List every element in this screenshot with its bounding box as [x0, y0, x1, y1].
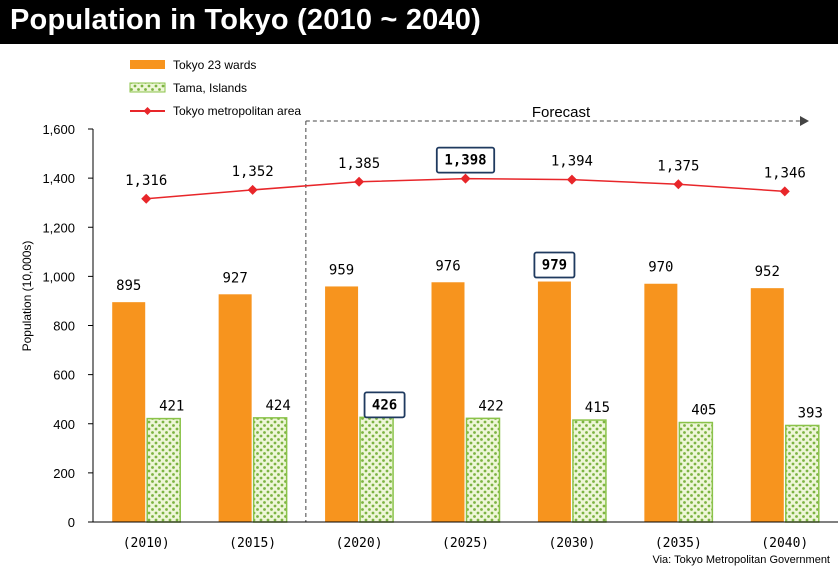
bars — [112, 281, 820, 523]
forecast-arrowhead — [800, 116, 809, 126]
metro-point — [141, 193, 152, 204]
y-axis-label: Population (10,000s) — [20, 241, 34, 352]
y-tick-label: 400 — [53, 417, 75, 432]
bar-tama — [678, 421, 714, 523]
data-label: 1,346 — [764, 165, 806, 181]
metro-line — [141, 173, 790, 204]
title-bar: Population in Tokyo (2010 ~ 2040) — [0, 0, 838, 44]
bar-tama — [252, 417, 288, 523]
forecast-label: Forecast — [532, 104, 591, 121]
bar-wards — [431, 282, 465, 522]
bar-wards — [644, 283, 678, 522]
data-label: 405 — [691, 403, 716, 419]
legend-swatch-wards — [130, 60, 165, 69]
legend-label-wards: Tokyo 23 wards — [173, 58, 256, 72]
data-label: 424 — [265, 398, 290, 414]
data-label: 393 — [798, 405, 823, 421]
x-tick-label: (2010) — [123, 536, 170, 551]
bar-wards — [750, 288, 784, 522]
metro-point — [779, 186, 790, 197]
data-label: 1,352 — [232, 164, 274, 180]
metro-point — [354, 176, 365, 187]
bar-wards — [218, 294, 252, 522]
data-label: 1,375 — [657, 158, 699, 174]
data-label: 1,316 — [125, 173, 167, 189]
data-label: 979 — [542, 258, 567, 274]
legend-label-metro: Tokyo metropolitan area — [173, 104, 301, 118]
data-label: 970 — [648, 260, 673, 276]
forecast-annotation: Forecast — [305, 104, 809, 522]
legend: Tokyo 23 wards Tama, Islands Tokyo metro… — [129, 58, 301, 118]
highlight-box — [435, 146, 496, 174]
data-label: 422 — [478, 398, 503, 414]
y-tick-label: 1,200 — [42, 220, 75, 235]
x-tick-label: (2030) — [548, 536, 595, 551]
bar-tama — [146, 417, 181, 523]
x-tick-label: (2025) — [442, 536, 489, 551]
source-note: Via: Tokyo Metropolitan Government — [652, 554, 830, 566]
data-label: 959 — [329, 262, 354, 278]
bar-tama — [359, 416, 394, 523]
x-tick-label: (2020) — [336, 536, 383, 551]
legend-label-tama: Tama, Islands — [173, 81, 247, 95]
chart-title: Population in Tokyo (2010 ~ 2040) — [10, 4, 481, 36]
y-tick-label: 0 — [68, 515, 75, 530]
data-labels: 895 927 959 976 979 970 952 421 424 426 422 415 405 3… — [116, 146, 823, 421]
metro-point — [673, 179, 684, 190]
data-label: 895 — [116, 278, 141, 294]
metro-point — [566, 174, 577, 185]
highlight-box — [533, 251, 576, 279]
y-axis-ticks: 0 200 400 600 800 1,000 1,200 1,400 1,600 — [42, 122, 93, 530]
legend-marker-metro — [143, 107, 152, 115]
bar-wards — [537, 281, 571, 522]
data-label: 927 — [222, 270, 247, 286]
data-label: 415 — [585, 400, 610, 416]
y-tick-label: 600 — [53, 368, 75, 383]
axes — [92, 129, 838, 523]
data-label: 421 — [159, 399, 184, 415]
y-tick-label: 1,000 — [42, 269, 75, 284]
data-label: 1,394 — [551, 154, 593, 170]
bar-tama — [785, 424, 820, 523]
y-tick-label: 200 — [53, 466, 75, 481]
metro-point — [247, 184, 258, 195]
x-tick-label: (2035) — [655, 536, 702, 551]
x-tick-label: (2040) — [761, 536, 808, 551]
bar-wards — [112, 302, 146, 522]
data-label: 1,385 — [338, 156, 380, 172]
x-tick-label: (2015) — [229, 536, 276, 551]
y-tick-label: 800 — [53, 319, 75, 334]
data-label: 426 — [372, 397, 397, 413]
data-label: 1,398 — [444, 153, 486, 169]
y-tick-label: 1,400 — [42, 171, 75, 186]
data-label: 952 — [755, 264, 780, 280]
bar-tama — [572, 419, 607, 523]
bar-wards — [325, 286, 359, 522]
y-tick-label: 1,600 — [42, 122, 75, 137]
x-axis-ticks: (2010) (2015) (2020) (2025) (2030) (2035) (204… — [123, 536, 809, 551]
bar-tama — [465, 417, 501, 523]
legend-swatch-tama — [129, 82, 166, 93]
data-label: 976 — [435, 258, 460, 274]
metro-point — [460, 173, 471, 184]
highlight-box — [363, 391, 406, 419]
